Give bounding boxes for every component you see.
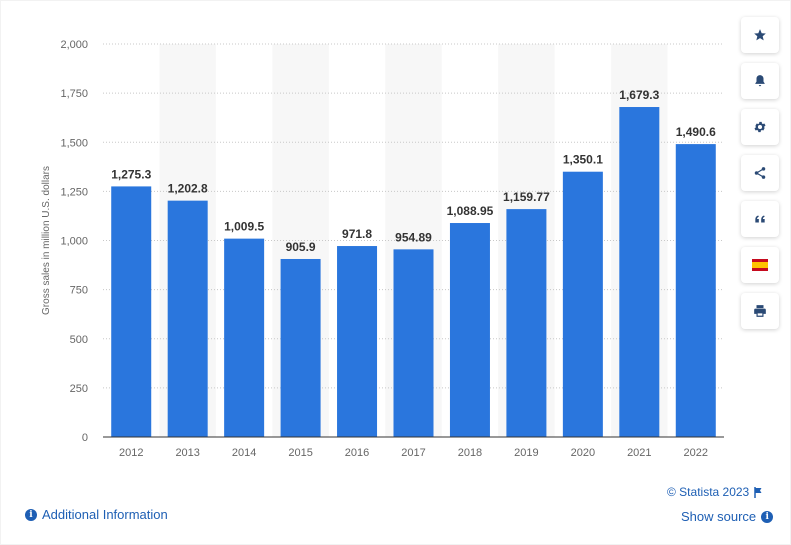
additional-information-link[interactable]: i Additional Information — [25, 507, 168, 522]
x-tick-label: 2019 — [514, 447, 538, 459]
y-tick-label: 250 — [70, 383, 88, 395]
notification-button[interactable] — [741, 63, 779, 99]
info-icon: i — [761, 510, 774, 523]
y-tick-label: 1,250 — [60, 186, 88, 198]
bar-value-label: 1,009.5 — [224, 220, 264, 234]
language-button[interactable] — [741, 247, 779, 283]
star-icon — [754, 29, 766, 41]
bar-value-label: 1,202.8 — [168, 182, 208, 196]
x-tick-label: 2017 — [401, 447, 425, 459]
bar-value-label: 1,350.1 — [563, 153, 603, 167]
additional-information-label: Additional Information — [42, 507, 168, 522]
show-source-link[interactable]: Show source i — [681, 509, 774, 524]
x-tick-label: 2014 — [232, 447, 256, 459]
show-source-label: Show source — [681, 509, 757, 524]
copyright-label: © Statista 2023 — [667, 485, 750, 499]
bar-2022[interactable] — [675, 144, 716, 437]
y-tick-label: 1,500 — [60, 137, 88, 149]
gear-icon — [754, 121, 766, 133]
quote-icon — [755, 215, 765, 223]
bar-2013[interactable] — [167, 200, 208, 437]
bar-value-label: 954.89 — [395, 230, 432, 244]
y-tick-label: 750 — [70, 285, 88, 297]
share-icon — [754, 167, 766, 179]
flag-icon — [754, 486, 762, 498]
bar-value-labels: 1,275.3 1,202.8 1,009.5 905.9 971.8 954.89 1,0… — [111, 88, 716, 254]
bar-2018[interactable] — [449, 223, 490, 437]
bar-2017[interactable] — [393, 249, 434, 437]
print-button[interactable] — [741, 293, 779, 329]
y-tick-label: 1,000 — [60, 236, 88, 248]
bar-2015[interactable] — [280, 258, 321, 437]
x-tick-label: 2013 — [175, 447, 199, 459]
bar-2012[interactable] — [111, 186, 152, 437]
print-icon — [754, 305, 766, 317]
bar-2014[interactable] — [224, 238, 265, 437]
bar-value-label: 1,088.95 — [447, 204, 494, 218]
x-tick-label: 2021 — [627, 447, 651, 459]
cite-button[interactable] — [741, 201, 779, 237]
bars — [111, 107, 716, 437]
y-axis-label: Gross sales in million U.S. dollars — [41, 166, 52, 315]
x-tick-label: 2012 — [119, 447, 143, 459]
y-tick-label: 0 — [82, 432, 88, 444]
bar-value-label: 1,159.77 — [503, 190, 550, 204]
spain-flag-icon — [752, 259, 768, 271]
y-tick-label: 1,750 — [60, 88, 88, 100]
bar-2020[interactable] — [562, 171, 603, 437]
x-tick-label: 2022 — [684, 447, 708, 459]
bar-2016[interactable] — [337, 246, 378, 437]
bell-icon — [755, 75, 765, 87]
bar-2021[interactable] — [619, 107, 660, 437]
settings-button[interactable] — [741, 109, 779, 145]
bar-value-label: 1,275.3 — [111, 167, 151, 181]
y-axis-ticks: 0 250 500 750 1,000 1,250 1,500 1,750 2,000 — [60, 39, 88, 444]
favorite-button[interactable] — [741, 17, 779, 53]
info-icon: i — [25, 508, 37, 521]
bar-2019[interactable] — [506, 209, 547, 437]
bar-value-label: 971.8 — [342, 227, 372, 241]
x-tick-label: 2018 — [458, 447, 482, 459]
x-tick-label: 2016 — [345, 447, 369, 459]
share-button[interactable] — [741, 155, 779, 191]
bar-value-label: 1,679.3 — [619, 88, 659, 102]
y-tick-label: 2,000 — [60, 39, 88, 51]
x-tick-label: 2015 — [288, 447, 312, 459]
bar-value-label: 1,490.6 — [676, 125, 716, 139]
y-tick-label: 500 — [70, 334, 88, 346]
x-axis-ticks: 2012 2013 2014 2015 2016 2017 2018 2019 2020 2021… — [119, 447, 708, 459]
x-tick-label: 2020 — [571, 447, 595, 459]
bar-value-label: 905.9 — [286, 240, 316, 254]
statista-copyright-link[interactable]: © Statista 2023 — [667, 485, 763, 499]
